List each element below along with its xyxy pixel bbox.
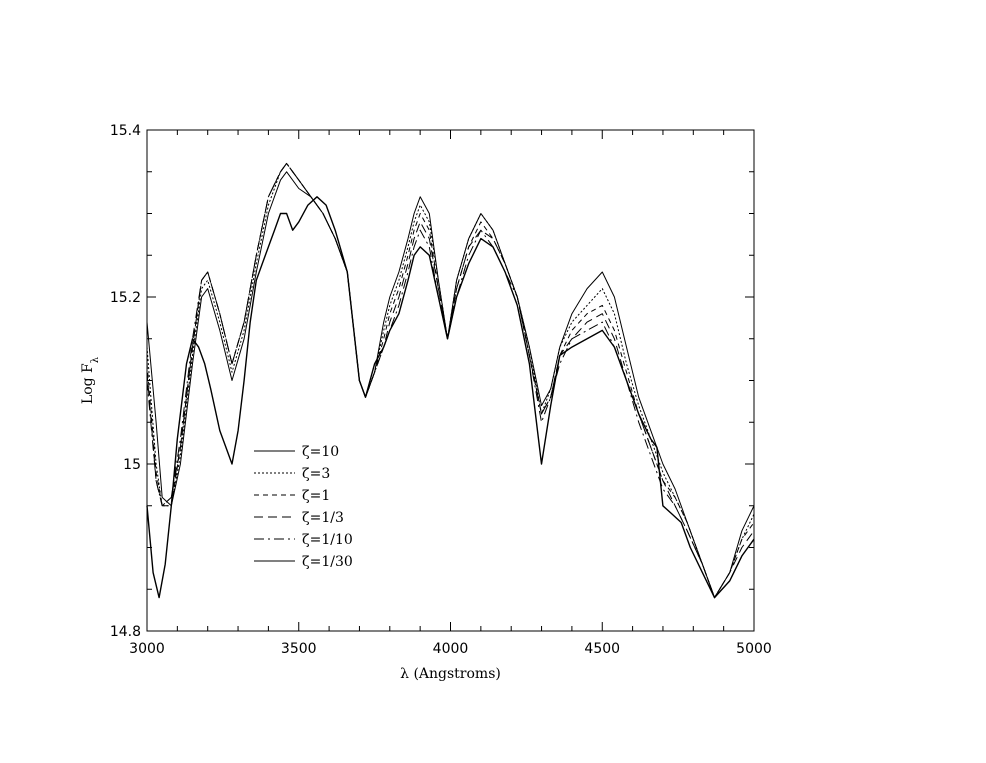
series-group <box>146 162 755 599</box>
series-line-4 <box>146 162 755 599</box>
y-tick-label: 15 <box>123 457 141 473</box>
axes-group <box>146 129 755 632</box>
series-line-3 <box>146 162 755 599</box>
legend: ζ=10 ζ=3 ζ=1 ζ=1/3 ζ=1/10 ζ=1/30 <box>254 444 353 570</box>
y-axis-label-main: Log F <box>80 363 96 404</box>
x-axis-label: λ (Angstroms) <box>400 666 501 682</box>
legend-label-5: ζ=1/10 <box>302 532 353 548</box>
series-line-6 <box>146 196 755 599</box>
legend-label-6: ζ=1/30 <box>302 554 353 570</box>
x-tick-label: 3500 <box>281 641 317 657</box>
plot-frame <box>146 129 755 632</box>
legend-label-2: ζ=3 <box>302 466 330 482</box>
y-tick-label: 15.2 <box>110 290 141 306</box>
x-tick-label: 3000 <box>129 641 165 657</box>
y-axis-label-subscript: λ <box>90 356 101 363</box>
series-line-2 <box>146 162 755 599</box>
x-tick-label: 4500 <box>584 641 620 657</box>
x-tick-label: 4000 <box>433 641 469 657</box>
y-tick-label: 15.4 <box>110 123 141 139</box>
legend-label-4: ζ=1/3 <box>302 510 344 526</box>
legend-label-3: ζ=1 <box>302 488 330 504</box>
legend-label-1: ζ=10 <box>302 444 339 460</box>
series-line-5 <box>146 162 755 599</box>
ticks-group: 3000 3500 4000 4500 5000 14.8 15 15.2 15.4 <box>110 123 772 657</box>
x-tick-label: 5000 <box>736 641 772 657</box>
series-line-1 <box>146 171 755 599</box>
y-axis-label: Log Fλ <box>80 356 101 404</box>
y-tick-label: 14.8 <box>110 624 141 640</box>
